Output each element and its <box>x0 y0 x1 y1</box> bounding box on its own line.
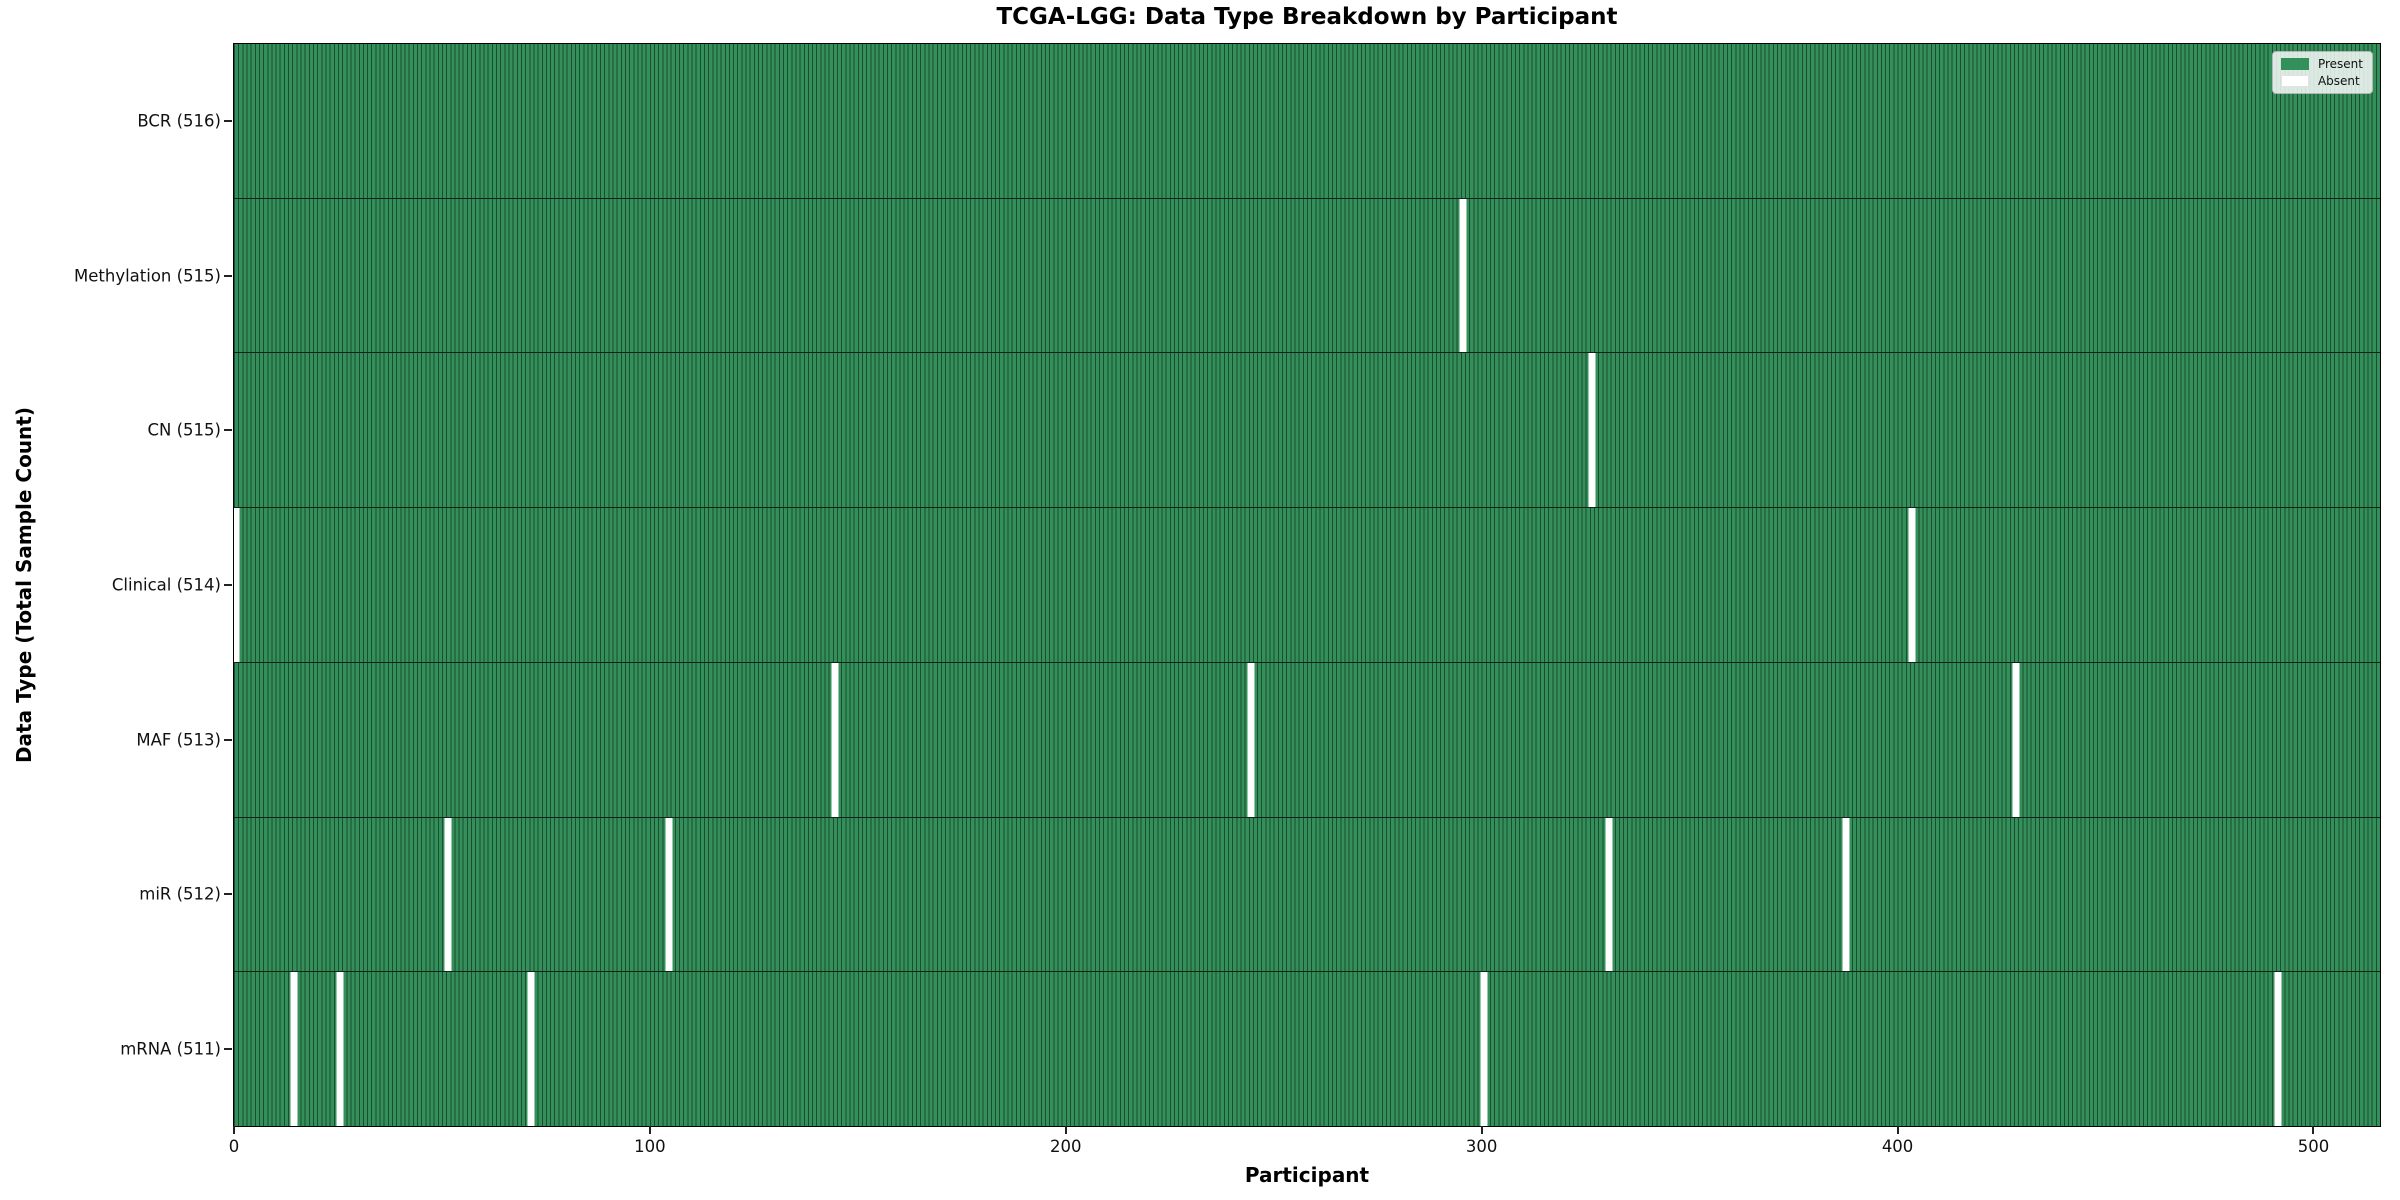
datatype-row-maf <box>234 662 2380 818</box>
absent-gap-cn-p326 <box>1588 353 1596 508</box>
datatype-row-mir <box>234 817 2380 973</box>
y-axis-label-text: Data Type (Total Sample Count) <box>12 406 36 764</box>
legend-absent-swatch <box>2280 75 2309 87</box>
absent-gap-mrna-p491 <box>2274 972 2282 1127</box>
absent-gap-methylation-p295 <box>1459 198 1467 353</box>
chart-title: TCGA-LGG: Data Type Breakdown by Partici… <box>996 4 1618 30</box>
x-tick-mark <box>1064 1126 1067 1134</box>
y-tick-mark <box>224 738 232 741</box>
absent-gap-clinical-p403 <box>1908 508 1916 662</box>
legend-item-absent: Absent <box>2280 74 2363 88</box>
y-tick-label-bcr: BCR (516) <box>137 111 221 131</box>
datatype-row-bcr <box>234 44 2380 199</box>
absent-gap-mir-p104 <box>665 817 673 972</box>
absent-gap-mrna-p25 <box>336 972 344 1127</box>
x-tick-label-200: 200 <box>1050 1137 1082 1156</box>
datatype-row-cn <box>234 353 2380 509</box>
datatype-row-methylation <box>234 198 2380 354</box>
y-tick-mark <box>224 1047 232 1050</box>
y-tick-label-mrna: mRNA (511) <box>120 1039 221 1059</box>
x-tick-label-0: 0 <box>228 1137 240 1156</box>
x-tick-label-300: 300 <box>1465 1137 1498 1156</box>
x-tick-label-500: 500 <box>2297 1137 2330 1156</box>
y-tick-mark <box>224 274 232 277</box>
absent-gap-maf-p244 <box>1247 662 1255 817</box>
legend-absent-label: Absent <box>2317 74 2360 88</box>
x-axis-label: Participant <box>1244 1163 1370 1187</box>
datatype-row-clinical <box>234 508 2380 663</box>
x-tick-label-400: 400 <box>1881 1137 1914 1156</box>
legend-item-present: Present <box>2280 57 2363 71</box>
y-tick-mark <box>224 893 232 896</box>
legend-present-swatch <box>2280 58 2309 70</box>
legend-present-label: Present <box>2317 57 2363 71</box>
absent-gap-maf-p428 <box>2012 662 2020 817</box>
absent-gap-mrna-p300 <box>1480 972 1488 1127</box>
absent-gap-clinical-p0 <box>234 508 240 662</box>
heatmap-rows <box>234 44 2380 1127</box>
y-tick-label-cn: CN (515) <box>147 420 221 440</box>
absent-gap-mir-p387 <box>1842 817 1850 972</box>
y-tick-label-methylation: Methylation (515) <box>74 266 221 286</box>
absent-gap-mir-p330 <box>1605 817 1613 972</box>
y-tick-label-mir: miR (512) <box>139 884 221 904</box>
x-tick-label-100: 100 <box>634 1137 666 1156</box>
x-tick-mark <box>1896 1126 1899 1134</box>
legend: Present Absent <box>2271 51 2373 94</box>
y-tick-mark <box>224 584 232 586</box>
absent-gap-mir-p51 <box>444 817 452 972</box>
datatype-row-mrna <box>234 972 2380 1127</box>
y-axis-label: Data Type (Total Sample Count) <box>6 43 42 1127</box>
x-tick-mark <box>648 1126 651 1134</box>
x-tick-mark <box>2312 1126 2315 1134</box>
y-tick-mark <box>224 120 232 123</box>
y-tick-mark <box>224 429 232 432</box>
plot-area: Present Absent BCR (516) Methylation (515… <box>74 43 2381 1156</box>
absent-gap-mrna-p71 <box>527 972 535 1127</box>
x-tick-mark <box>1480 1126 1483 1134</box>
y-tick-label-maf: MAF (513) <box>136 730 221 750</box>
absent-gap-mrna-p14 <box>290 972 298 1127</box>
y-tick-label-clinical: Clinical (514) <box>111 575 221 595</box>
x-tick-mark <box>233 1126 235 1134</box>
absent-gap-maf-p144 <box>831 662 839 817</box>
